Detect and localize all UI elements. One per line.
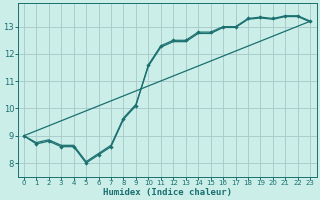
X-axis label: Humidex (Indice chaleur): Humidex (Indice chaleur) <box>102 188 232 197</box>
